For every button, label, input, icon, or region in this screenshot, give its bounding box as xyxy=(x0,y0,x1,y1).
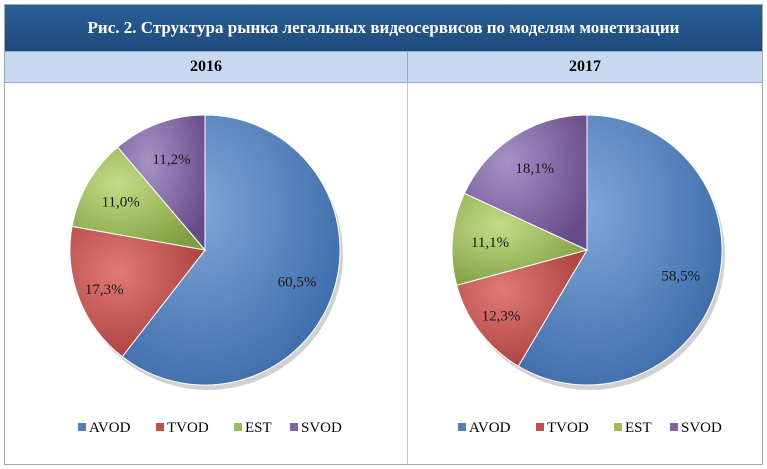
data-label-2017-tvod: 12,3% xyxy=(482,308,521,324)
legend-swatch-2016-svod xyxy=(290,423,298,431)
legend-swatch-2017-svod xyxy=(670,423,678,431)
legend-swatch-2017-est xyxy=(614,423,622,431)
data-label-2017-est: 11,1% xyxy=(471,235,509,251)
pie-slice-2017-svod xyxy=(463,114,588,251)
legend-swatch-2017-tvod xyxy=(536,423,544,431)
pie-slice-2016-tvod xyxy=(69,225,206,358)
legend-swatch-2016-tvod xyxy=(156,423,164,431)
year-header-2016: 2016 xyxy=(5,51,408,83)
legend-label-2016-svod: SVOD xyxy=(301,420,342,436)
legend-label-2016-avod: AVOD xyxy=(89,420,131,436)
legend-label-2016-est: EST xyxy=(245,420,272,436)
data-label-2016-est: 11,0% xyxy=(102,195,140,211)
year-header-row: 2016 2017 xyxy=(5,51,762,83)
legend-swatch-2016-est xyxy=(234,423,242,431)
pie-slice-2016-avod xyxy=(121,114,341,386)
pie-slice-2017-est xyxy=(451,192,589,286)
legend-swatch-2017-avod xyxy=(458,423,466,431)
figure-title: Рис. 2. Структура рынка легальных видеос… xyxy=(5,5,762,51)
data-label-2017-avod: 58,5% xyxy=(661,269,700,285)
data-label-2016-tvod: 17,3% xyxy=(85,282,124,298)
panel-divider xyxy=(407,83,408,464)
legend-label-2017-tvod: TVOD xyxy=(547,420,589,436)
pie-slice-2016-svod xyxy=(116,114,206,252)
legend-label-2017-svod: SVOD xyxy=(681,420,722,436)
pie-slice-2017-avod xyxy=(517,114,723,386)
data-label-2016-svod: 11,2% xyxy=(152,152,190,168)
legend-swatch-2016-avod xyxy=(78,423,86,431)
data-label-2016-avod: 60,5% xyxy=(278,275,317,291)
pie-slice-2016-est xyxy=(71,146,207,251)
pie-slice-2017-tvod xyxy=(456,249,589,367)
legend-label-2017-est: EST xyxy=(625,420,652,436)
legend-label-2017-avod: AVOD xyxy=(469,420,511,436)
data-label-2017-svod: 18,1% xyxy=(515,161,554,177)
year-header-2017: 2017 xyxy=(408,51,762,83)
legend-label-2016-tvod: TVOD xyxy=(167,420,209,436)
